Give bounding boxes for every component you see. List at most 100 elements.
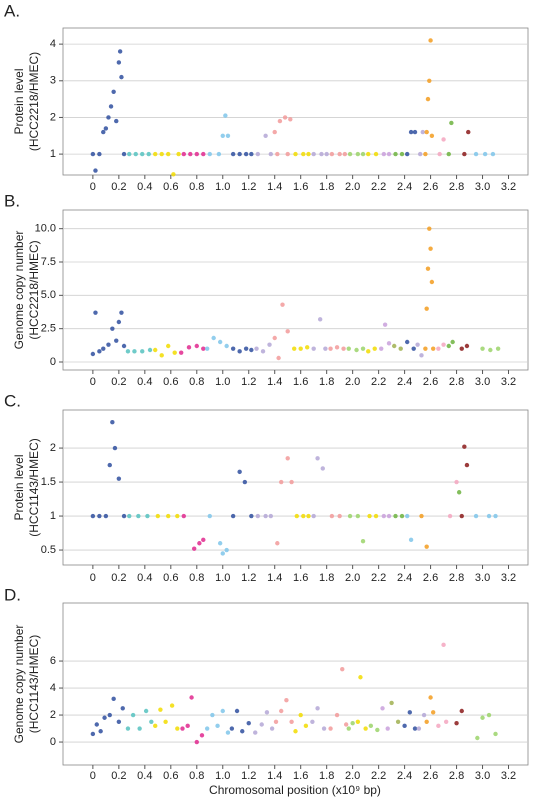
x-tick-label: 1.4 — [267, 376, 282, 388]
data-point — [423, 346, 428, 351]
data-point — [346, 346, 351, 351]
data-point — [207, 513, 212, 519]
data-point — [373, 513, 379, 519]
x-tick-label: 1.4 — [267, 181, 282, 193]
data-point — [317, 317, 323, 322]
data-point — [279, 708, 284, 714]
data-point — [237, 469, 242, 475]
data-point — [249, 151, 254, 157]
data-point — [441, 342, 446, 347]
data-point — [108, 104, 114, 109]
data-point — [399, 513, 405, 519]
data-point — [355, 513, 361, 519]
panel-label: D. — [4, 585, 21, 604]
data-point — [216, 151, 222, 157]
data-point — [136, 513, 141, 519]
data-point — [153, 723, 158, 729]
x-tick-label: 0.4 — [137, 376, 152, 388]
data-point — [97, 349, 102, 354]
data-point — [275, 151, 280, 157]
x-tick-label: 3.2 — [501, 770, 516, 782]
data-point — [303, 723, 309, 729]
data-point — [255, 151, 261, 157]
x-tick-label: 0.2 — [111, 572, 126, 584]
data-point — [249, 513, 254, 519]
data-point — [225, 730, 231, 735]
data-point — [405, 339, 410, 345]
data-point — [337, 513, 342, 519]
x-tick-label: 2.2 — [371, 572, 386, 584]
data-point — [293, 151, 298, 157]
data-point — [110, 326, 115, 331]
x-tick-label: 0.6 — [163, 181, 178, 193]
x-tick-label: 1.6 — [293, 770, 308, 782]
data-point — [381, 151, 387, 157]
data-point — [334, 345, 340, 350]
data-point — [380, 706, 385, 711]
x-tick-label: 1.8 — [319, 770, 334, 782]
data-point — [114, 338, 119, 343]
data-point — [437, 151, 442, 157]
data-point — [90, 513, 96, 519]
data-point — [372, 346, 377, 351]
x-tick-label: 0.4 — [137, 181, 152, 193]
data-point — [436, 723, 441, 729]
data-point — [264, 710, 270, 715]
x-tick-label: 1.2 — [241, 572, 256, 584]
data-point — [155, 513, 161, 519]
data-point — [373, 151, 379, 157]
data-point — [169, 703, 175, 708]
x-tick-label: 0.4 — [137, 770, 152, 782]
data-point — [181, 151, 186, 157]
data-point — [215, 723, 220, 729]
data-point — [368, 723, 374, 729]
data-point — [367, 513, 372, 519]
x-tick-label: 2.8 — [449, 770, 464, 782]
y-tick-label: 7.5 — [41, 256, 56, 268]
x-tick-label: 2.6 — [423, 572, 438, 584]
x-tick-label: 3.2 — [501, 376, 516, 388]
data-point — [204, 726, 210, 731]
data-point — [103, 126, 109, 131]
data-point — [389, 700, 394, 706]
data-point — [350, 720, 355, 726]
x-tick-label: 1.6 — [293, 572, 308, 584]
data-point — [130, 712, 136, 718]
data-point — [475, 735, 480, 741]
data-point — [260, 349, 266, 354]
data-point — [194, 343, 199, 349]
data-point — [304, 345, 310, 350]
data-point — [243, 151, 249, 157]
data-point — [412, 129, 418, 135]
data-point — [97, 513, 102, 519]
data-point — [405, 513, 410, 519]
x-tick-label: 3.2 — [501, 572, 516, 584]
data-point — [408, 537, 414, 543]
data-point — [392, 343, 397, 349]
x-tick-label: 2.2 — [371, 770, 386, 782]
data-point — [147, 347, 153, 353]
data-point — [185, 723, 190, 729]
data-point — [495, 346, 501, 351]
data-point — [197, 541, 202, 546]
data-point — [282, 115, 288, 120]
y-tick-label: 1 — [50, 148, 56, 160]
data-point — [375, 727, 380, 733]
data-point — [246, 720, 251, 726]
data-point — [125, 349, 131, 354]
data-point — [120, 706, 125, 711]
data-point — [101, 129, 106, 135]
data-point — [355, 151, 361, 157]
data-point — [420, 129, 425, 135]
data-point — [450, 339, 455, 345]
data-point — [425, 266, 431, 271]
data-point — [360, 539, 366, 544]
data-point — [259, 722, 264, 727]
x-tick-label: 1.0 — [215, 770, 230, 782]
x-tick-label: 0 — [90, 572, 96, 584]
data-point — [207, 151, 212, 157]
data-point — [386, 151, 392, 157]
data-point — [137, 726, 142, 731]
y-tick-label: 6 — [50, 655, 56, 667]
